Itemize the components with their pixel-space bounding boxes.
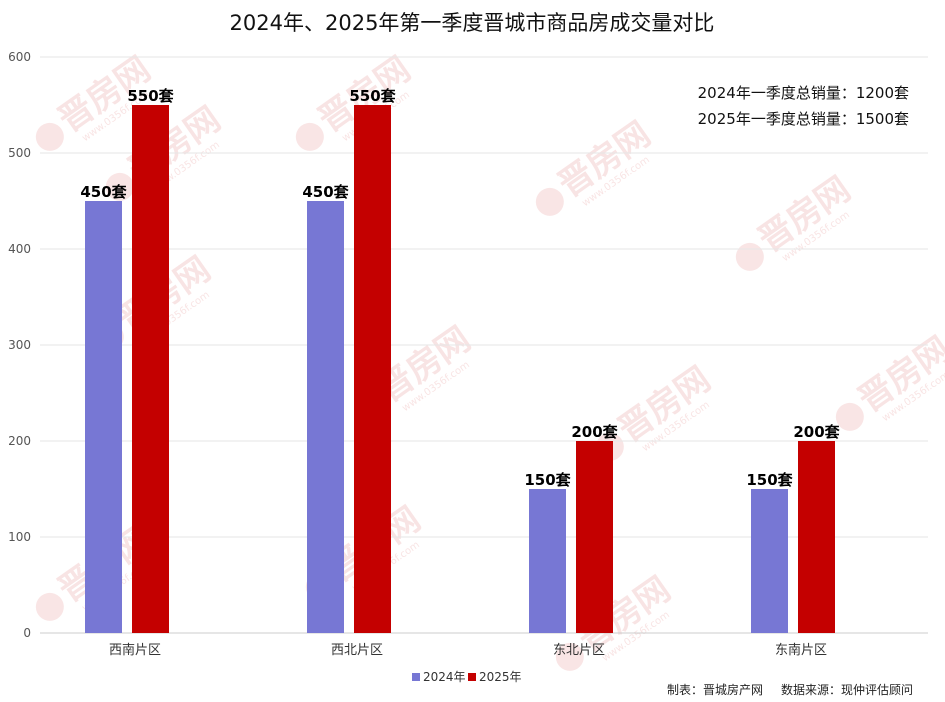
bar-2025[interactable]: [798, 441, 835, 633]
x-category-label: 东北片区: [553, 643, 605, 658]
y-axis: 0 100 200 300 400 500 600: [8, 50, 31, 640]
bar-data-label: 200套: [571, 423, 618, 441]
watermark-swirl-icon: [735, 242, 764, 271]
legend-item-2024[interactable]: 2024年: [423, 670, 466, 684]
footer-source: 数据来源：现仲评估顾问: [781, 682, 913, 697]
bar-data-label: 200套: [793, 423, 840, 441]
x-category-label: 西南片区: [109, 642, 161, 658]
bar-data-label: 150套: [524, 471, 571, 489]
footer-producer: 制表：晋城房产网: [667, 682, 763, 697]
summary-notes: 2024年一季度总销量：1200套 2025年一季度总销量：1500套: [698, 84, 909, 128]
note-2025-total: 2025年一季度总销量：1500套: [698, 110, 909, 128]
legend-swatch: [412, 673, 420, 681]
watermark-swirl-icon: [555, 642, 584, 671]
watermark-swirl-icon: [835, 402, 864, 431]
bar-2024[interactable]: [529, 489, 566, 633]
bar-2025[interactable]: [576, 441, 613, 633]
chart-title: 2024年、2025年第一季度晋城市商品房成交量对比: [230, 11, 715, 35]
bar-2025[interactable]: [354, 105, 391, 633]
bar-data-label: 550套: [349, 87, 396, 105]
watermark-swirl-icon: [535, 187, 564, 216]
grid-lines: [40, 56, 928, 634]
y-tick-label: 600: [8, 50, 31, 64]
watermark-swirl-icon: [295, 122, 324, 151]
bar-2024[interactable]: [751, 489, 788, 633]
legend-swatch: [468, 673, 476, 681]
watermark-swirl-icon: [35, 122, 64, 151]
y-tick-label: 0: [23, 626, 31, 640]
bar-series: 450套 550套 450套 550套 150套 200套 150套 200套: [80, 87, 841, 633]
y-tick-label: 300: [8, 338, 31, 352]
bar-2024[interactable]: [307, 201, 344, 633]
bar-data-label: 450套: [302, 183, 349, 201]
note-2024-total: 2024年一季度总销量：1200套: [698, 84, 909, 102]
footer: 制表：晋城房产网 数据来源：现仲评估顾问: [667, 682, 913, 697]
y-tick-label: 500: [8, 146, 31, 160]
watermark-swirl-icon: [35, 592, 64, 621]
bar-2025[interactable]: [132, 105, 169, 633]
bar-data-label: 550套: [127, 87, 174, 105]
bar-data-label: 150套: [746, 471, 793, 489]
x-category-label: 西北片区: [331, 643, 383, 658]
watermark-swirl-icon: [105, 172, 134, 201]
x-category-label: 东南片区: [775, 642, 827, 658]
bar-2024[interactable]: [85, 201, 122, 633]
bar-data-label: 450套: [80, 183, 127, 201]
legend-item-2025[interactable]: 2025年: [479, 670, 522, 684]
y-tick-label: 200: [8, 434, 31, 448]
x-axis: 西南片区 西北片区 东北片区 东南片区: [109, 642, 827, 658]
y-tick-label: 100: [8, 530, 31, 544]
y-tick-label: 400: [8, 242, 31, 256]
legend[interactable]: 2024年 2025年: [412, 670, 522, 684]
